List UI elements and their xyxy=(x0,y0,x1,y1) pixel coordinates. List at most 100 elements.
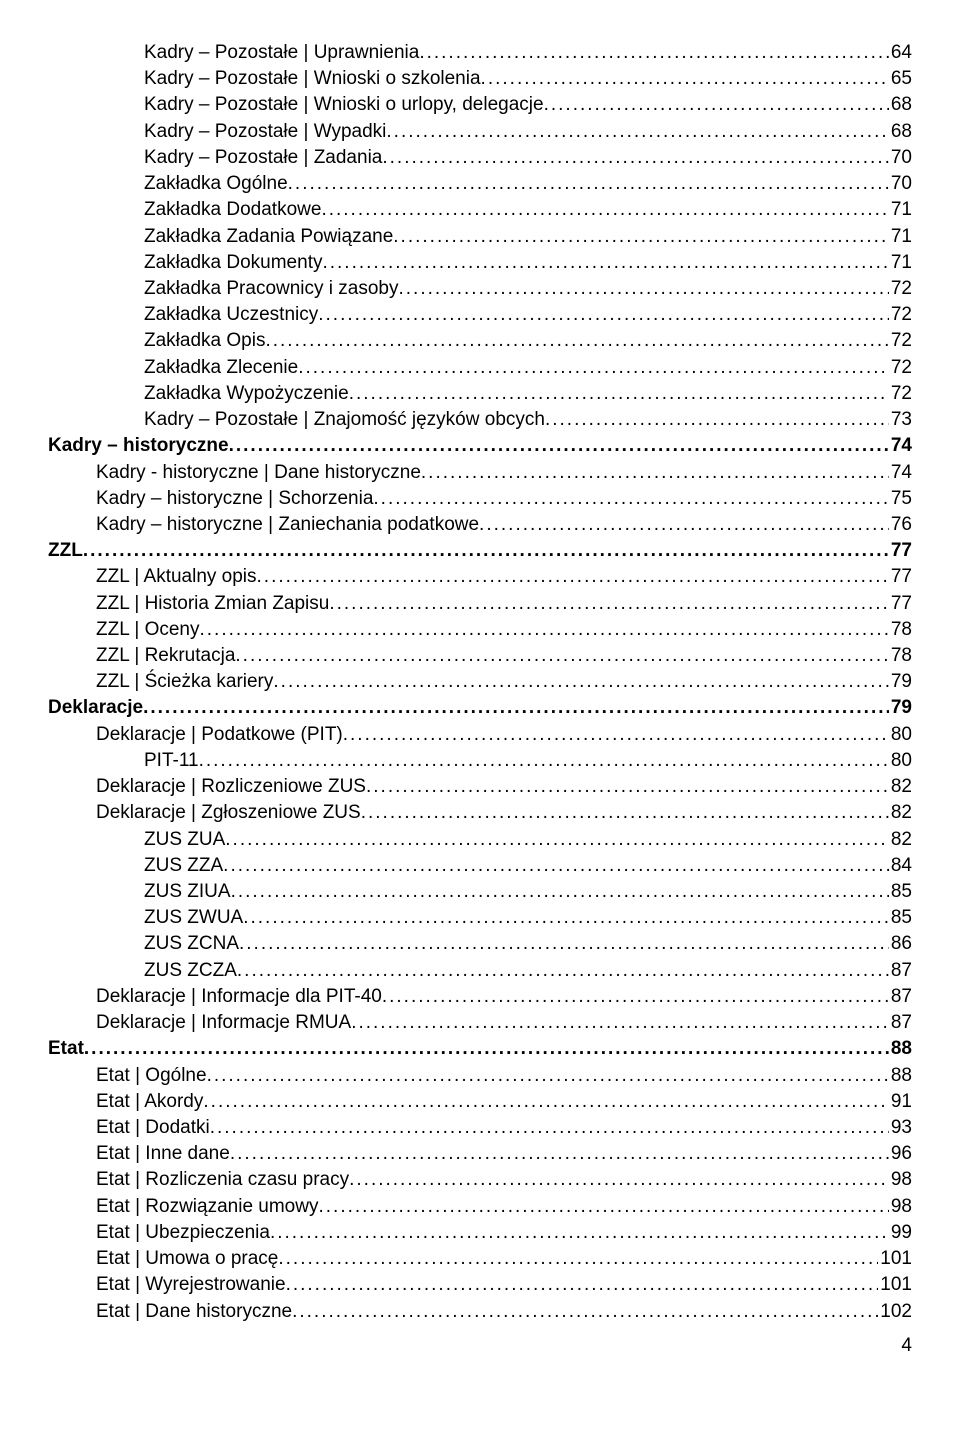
toc-entry[interactable]: Kadry – Pozostałe | Wnioski o szkolenia 6… xyxy=(48,66,912,92)
toc-entry-page: 76 xyxy=(889,512,912,538)
toc-entry[interactable]: ZZL | Oceny78 xyxy=(48,617,912,643)
toc-entry[interactable]: Kadry - historyczne | Dane historyczne 74 xyxy=(48,460,912,486)
toc-leader-dots xyxy=(273,669,888,695)
toc-entry-page: 101 xyxy=(878,1272,912,1298)
toc-entry[interactable]: Kadry – historyczne | Schorzenia75 xyxy=(48,486,912,512)
toc-entry[interactable]: Deklaracje79 xyxy=(48,695,912,721)
toc-entry[interactable]: Etat | Umowa o pracę101 xyxy=(48,1246,912,1272)
toc-entry[interactable]: PIT-1180 xyxy=(48,748,912,774)
toc-entry-title: Zakładka Dokumenty xyxy=(144,250,322,276)
toc-entry[interactable]: Kadry – Pozostałe | Wnioski o urlopy, de… xyxy=(48,92,912,118)
toc-leader-dots xyxy=(351,1010,889,1036)
toc-entry-title: Etat | Wyrejestrowanie xyxy=(96,1272,286,1298)
toc-entry-title: Zakładka Opis xyxy=(144,328,265,354)
toc-entry-title: Kadry – Pozostałe | Wnioski o szkolenia xyxy=(144,66,481,92)
toc-entry[interactable]: Zakładka Uczestnicy72 xyxy=(48,302,912,328)
toc-entry-page: 101 xyxy=(878,1246,912,1272)
toc-entry[interactable]: Etat | Wyrejestrowanie 101 xyxy=(48,1272,912,1298)
toc-entry-page: 74 xyxy=(889,460,912,486)
toc-entry[interactable]: Zakładka Dodatkowe71 xyxy=(48,197,912,223)
toc-entry[interactable]: Zakładka Opis 72 xyxy=(48,328,912,354)
toc-entry[interactable]: Kadry – historyczne74 xyxy=(48,433,912,459)
toc-leader-dots xyxy=(229,433,889,459)
toc-entry[interactable]: ZZL 77 xyxy=(48,538,912,564)
toc-entry-title: ZZL | Ścieżka kariery xyxy=(96,669,273,695)
toc-entry[interactable]: Etat | Akordy91 xyxy=(48,1089,912,1115)
toc-entry-page: 68 xyxy=(889,92,912,118)
toc-entry-title: ZZL xyxy=(48,538,83,564)
toc-entry[interactable]: Etat | Inne dane96 xyxy=(48,1141,912,1167)
toc-entry[interactable]: Zakładka Ogólne70 xyxy=(48,171,912,197)
toc-entry[interactable]: Deklaracje | Zgłoszeniowe ZUS82 xyxy=(48,800,912,826)
toc-entry[interactable]: Etat | Dodatki93 xyxy=(48,1115,912,1141)
toc-entry[interactable]: Etat | Rozliczenia czasu pracy98 xyxy=(48,1167,912,1193)
toc-entry-page: 65 xyxy=(889,66,912,92)
toc-entry-title: ZZL | Rekrutacja xyxy=(96,643,235,669)
toc-entry[interactable]: ZUS ZCNA86 xyxy=(48,931,912,957)
toc-entry-title: Kadry - historyczne | Dane historyczne xyxy=(96,460,421,486)
toc-entry-title: Zakładka Zlecenie xyxy=(144,355,298,381)
toc-entry-title: Kadry – Pozostałe | Wypadki xyxy=(144,119,386,145)
toc-entry[interactable]: ZZL | Aktualny opis77 xyxy=(48,564,912,590)
toc-leader-dots xyxy=(210,1115,889,1141)
toc-entry-page: 84 xyxy=(889,853,912,879)
toc-entry-title: ZUS ZUA xyxy=(144,827,225,853)
toc-leader-dots xyxy=(231,879,889,905)
toc-entry[interactable]: Deklaracje | Informacje dla PIT-4087 xyxy=(48,984,912,1010)
toc-entry[interactable]: ZZL | Ścieżka kariery79 xyxy=(48,669,912,695)
toc-entry[interactable]: Etat | Dane historyczne102 xyxy=(48,1299,912,1325)
page-number: 4 xyxy=(48,1335,912,1357)
toc-entry[interactable]: Zakładka Dokumenty71 xyxy=(48,250,912,276)
toc-entry[interactable]: ZZL | Rekrutacja 78 xyxy=(48,643,912,669)
toc-entry-title: Zakładka Uczestnicy xyxy=(144,302,318,328)
toc-entry[interactable]: Etat | Rozwiązanie umowy98 xyxy=(48,1194,912,1220)
toc-entry-page: 79 xyxy=(889,695,912,721)
toc-entry-title: Kadry – Pozostałe | Znajomość języków ob… xyxy=(144,407,545,433)
toc-entry[interactable]: Kadry – Pozostałe | Zadania70 xyxy=(48,145,912,171)
toc-entry-page: 70 xyxy=(889,171,912,197)
toc-entry[interactable]: ZZL | Historia Zmian Zapisu77 xyxy=(48,591,912,617)
toc-entry[interactable]: ZUS ZIUA85 xyxy=(48,879,912,905)
toc-entry-page: 88 xyxy=(889,1063,912,1089)
toc-entry-page: 64 xyxy=(889,40,912,66)
toc-entry-page: 77 xyxy=(889,591,912,617)
toc-entry[interactable]: Deklaracje | Rozliczeniowe ZUS82 xyxy=(48,774,912,800)
toc-entry-page: 77 xyxy=(889,538,912,564)
toc-entry[interactable]: ZUS ZZA 84 xyxy=(48,853,912,879)
toc-entry[interactable]: Etat88 xyxy=(48,1036,912,1062)
toc-entry[interactable]: ZUS ZUA82 xyxy=(48,827,912,853)
toc-entry[interactable]: ZUS ZWUA85 xyxy=(48,905,912,931)
toc-entry[interactable]: Zakładka Pracownicy i zasoby72 xyxy=(48,276,912,302)
toc-entry[interactable]: Kadry – historyczne | Zaniechania podatk… xyxy=(48,512,912,538)
toc-entry[interactable]: Deklaracje | Podatkowe (PIT)80 xyxy=(48,722,912,748)
toc-entry-page: 77 xyxy=(889,564,912,590)
toc-entry[interactable]: Zakładka Zlecenie72 xyxy=(48,355,912,381)
toc-leader-dots xyxy=(288,171,889,197)
toc-entry[interactable]: Kadry – Pozostałe | Uprawnienia 64 xyxy=(48,40,912,66)
toc-entry-title: ZUS ZWUA xyxy=(144,905,243,931)
toc-entry-page: 93 xyxy=(889,1115,912,1141)
toc-entry-page: 102 xyxy=(878,1299,912,1325)
toc-entry-page: 96 xyxy=(889,1141,912,1167)
table-of-contents: Kadry – Pozostałe | Uprawnienia64Kadry –… xyxy=(48,40,912,1325)
toc-entry-page: 78 xyxy=(889,643,912,669)
toc-entry[interactable]: ZUS ZCZA87 xyxy=(48,958,912,984)
toc-entry[interactable]: Kadry – Pozostałe | Znajomość języków ob… xyxy=(48,407,912,433)
toc-leader-dots xyxy=(207,1063,889,1089)
toc-entry-title: ZUS ZZA xyxy=(144,853,223,879)
toc-entry-page: 88 xyxy=(889,1036,912,1062)
toc-entry[interactable]: Zakładka Wypożyczenie72 xyxy=(48,381,912,407)
toc-entry[interactable]: Etat | Ubezpieczenia99 xyxy=(48,1220,912,1246)
toc-entry[interactable]: Etat | Ogólne88 xyxy=(48,1063,912,1089)
toc-entry-page: 72 xyxy=(889,328,912,354)
toc-entry-title: Kadry – Pozostałe | Uprawnienia xyxy=(144,40,419,66)
toc-entry[interactable]: Deklaracje | Informacje RMUA87 xyxy=(48,1010,912,1036)
toc-entry-title: Kadry – historyczne xyxy=(48,433,229,459)
toc-entry-page: 73 xyxy=(889,407,912,433)
toc-leader-dots xyxy=(544,92,889,118)
toc-entry[interactable]: Kadry – Pozostałe | Wypadki68 xyxy=(48,119,912,145)
toc-entry[interactable]: Zakładka Zadania Powiązane71 xyxy=(48,224,912,250)
toc-entry-title: ZUS ZIUA xyxy=(144,879,231,905)
toc-leader-dots xyxy=(399,276,889,302)
toc-leader-dots xyxy=(419,40,889,66)
